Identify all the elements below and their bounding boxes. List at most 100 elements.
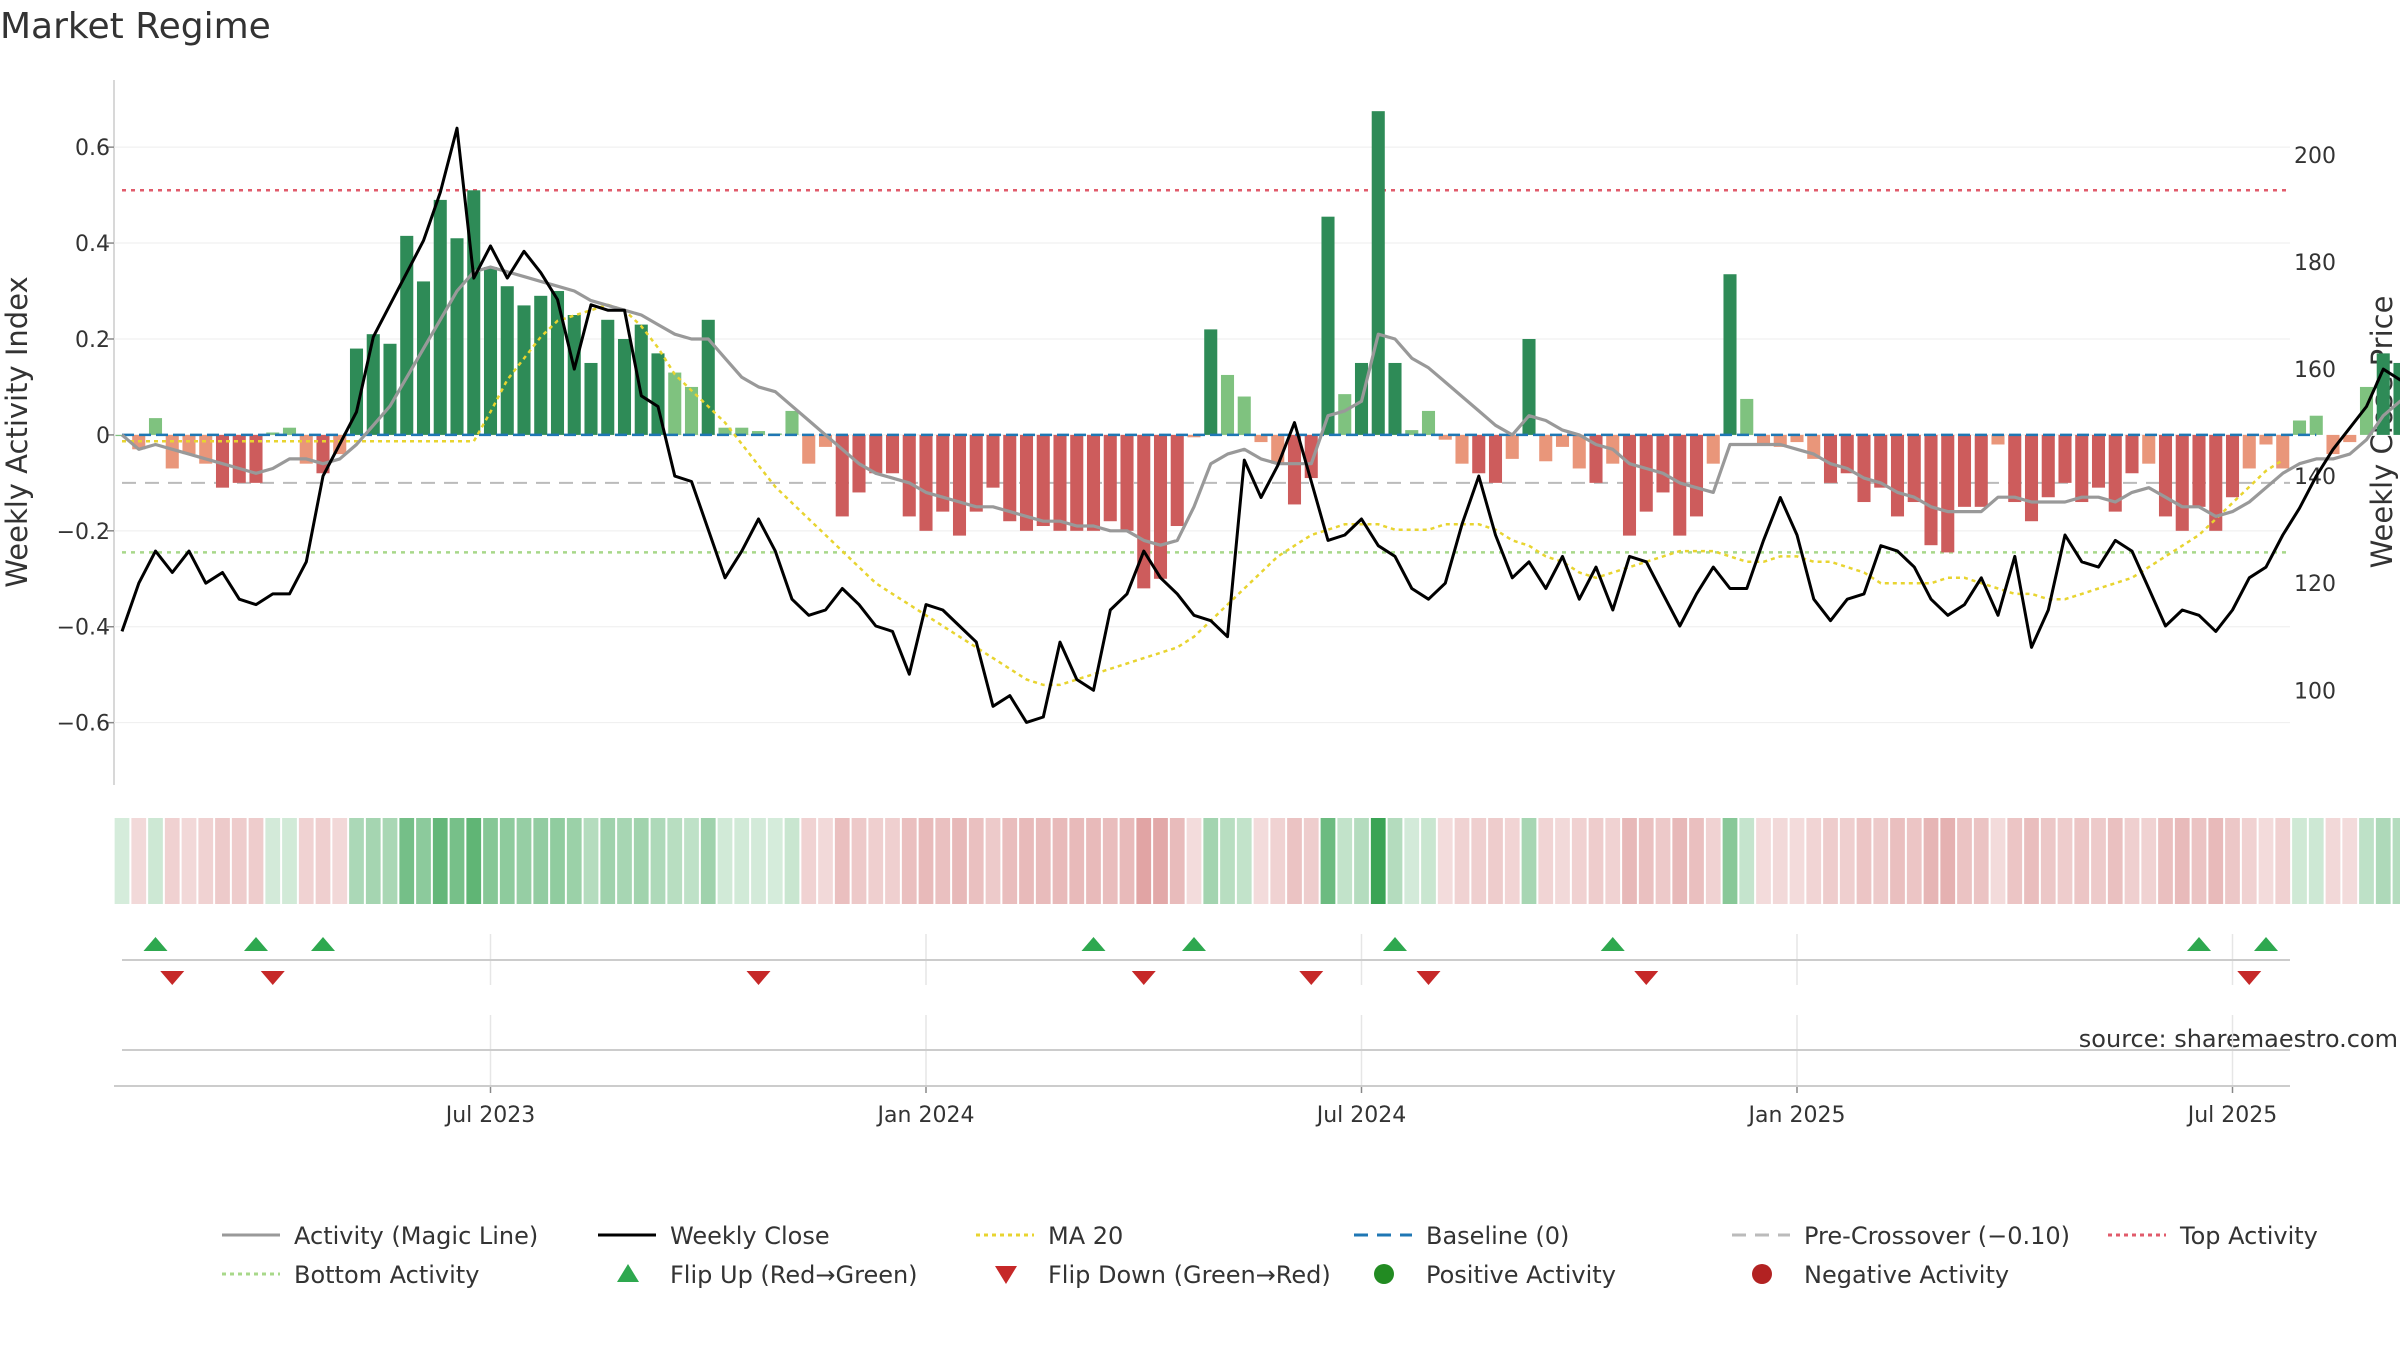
activity-bar	[1220, 374, 1235, 435]
strip-cell	[1086, 818, 1101, 904]
activity-bar	[2008, 434, 2022, 503]
strip-cell	[466, 818, 482, 904]
activity-bar	[785, 410, 799, 435]
activity-bar	[2058, 434, 2072, 483]
strip-cell	[2191, 818, 2207, 904]
activity-bar	[1790, 434, 1804, 443]
flip-down-marker	[1416, 971, 1441, 985]
x-tick-label: Jul 2025	[2186, 1103, 2278, 1128]
activity-bar	[1271, 434, 1285, 464]
flip-markers-panel	[122, 934, 2290, 985]
activity-bar	[1957, 434, 1972, 507]
strip-cell	[1722, 818, 1738, 904]
strip-cell	[349, 818, 364, 904]
flip-down-marker	[746, 971, 771, 985]
x-tick-label: Jul 2024	[1315, 1103, 1407, 1128]
strip-cell	[2275, 818, 2291, 904]
activity-bar	[1153, 434, 1168, 579]
strip-cell	[164, 818, 180, 904]
strip-cell	[1270, 818, 1286, 904]
x-tick-label: Jul 2023	[444, 1103, 536, 1128]
legend-item: Top Activity	[2108, 1222, 2318, 1250]
right-tick-label: 120	[2294, 572, 2336, 597]
strip-cell	[650, 818, 666, 904]
activity-bar	[517, 305, 531, 435]
strip-cell	[2141, 818, 2157, 904]
strip-cell	[1940, 818, 1956, 904]
left-tick-label: −0.4	[57, 616, 110, 641]
flip-up-marker	[1081, 937, 1106, 951]
strip-cell	[600, 818, 616, 904]
strip-cell	[1756, 818, 1771, 904]
activity-bar	[2276, 434, 2290, 469]
strip-cell	[1437, 818, 1453, 904]
strip-cell	[1287, 818, 1302, 904]
strip-cell	[1236, 818, 1252, 904]
strip-cell	[1153, 818, 1168, 904]
strip-cell	[717, 818, 733, 904]
strip-cell	[1019, 818, 1034, 904]
strip-cell	[834, 818, 850, 904]
activity-bar	[2292, 420, 2307, 435]
legend-item: Negative Activity	[1752, 1261, 2009, 1289]
activity-bar	[1673, 434, 1687, 536]
strip-cell	[583, 818, 599, 904]
right-tick-label: 200	[2294, 144, 2336, 169]
strip-cell	[1253, 818, 1269, 904]
activity-bar	[1622, 434, 1637, 536]
strip-cell	[215, 818, 230, 904]
activity-bar	[2075, 434, 2089, 503]
strip-cell	[248, 818, 264, 904]
activity-bar	[1991, 434, 2005, 445]
strip-cell	[1504, 818, 1520, 904]
strip-cell	[2124, 818, 2140, 904]
right-tick-label: 160	[2294, 358, 2336, 383]
strip-cell	[868, 818, 884, 904]
flip-up-marker	[1383, 937, 1407, 951]
activity-bar	[986, 434, 1000, 488]
activity-bar	[735, 427, 749, 435]
activity-bar	[701, 319, 715, 435]
strip-cell	[751, 818, 766, 904]
activity-bar	[684, 386, 699, 435]
strip-cell	[935, 818, 951, 904]
activity-bar	[1656, 434, 1670, 493]
left-tick-label: −0.6	[57, 712, 110, 737]
activity-bar	[1823, 434, 1838, 483]
activity-bar	[148, 418, 163, 435]
strip-cell	[2158, 818, 2173, 904]
strip-cell	[684, 818, 699, 904]
strip-cell	[449, 818, 465, 904]
strip-cell	[885, 818, 900, 904]
activity-bar	[2024, 434, 2039, 522]
legend-item: Flip Down (Green→Red)	[995, 1261, 1331, 1289]
strip-cell	[1672, 818, 1688, 904]
chart-title: Market Regime	[0, 6, 271, 47]
strip-cell	[315, 818, 331, 904]
activity-bar	[1455, 434, 1469, 464]
activity-bar	[416, 281, 431, 435]
activity-bar	[1539, 434, 1553, 462]
strip-cell	[1069, 818, 1085, 904]
strip-cell	[550, 818, 565, 904]
strip-cell	[382, 818, 398, 904]
strip-cell	[365, 818, 381, 904]
strip-cell	[952, 818, 967, 904]
activity-bar	[1137, 434, 1151, 589]
strip-cell	[1387, 818, 1403, 904]
strip-cell	[499, 818, 515, 904]
strip-cell	[1923, 818, 1939, 904]
activity-bar	[1170, 434, 1184, 527]
strip-cell	[1303, 818, 1319, 904]
strip-cell	[901, 818, 917, 904]
left-tick-label: 0	[96, 424, 110, 449]
strip-cell	[2040, 818, 2056, 904]
activity-bar	[2259, 434, 2273, 445]
strip-cell	[700, 818, 716, 904]
activity-bar	[936, 434, 950, 512]
strip-cell	[1571, 818, 1587, 904]
activity-bar	[1421, 410, 1436, 435]
strip-cell	[2024, 818, 2039, 904]
flip-up-marker	[2254, 937, 2278, 951]
legend-dot-icon	[1374, 1264, 1394, 1284]
